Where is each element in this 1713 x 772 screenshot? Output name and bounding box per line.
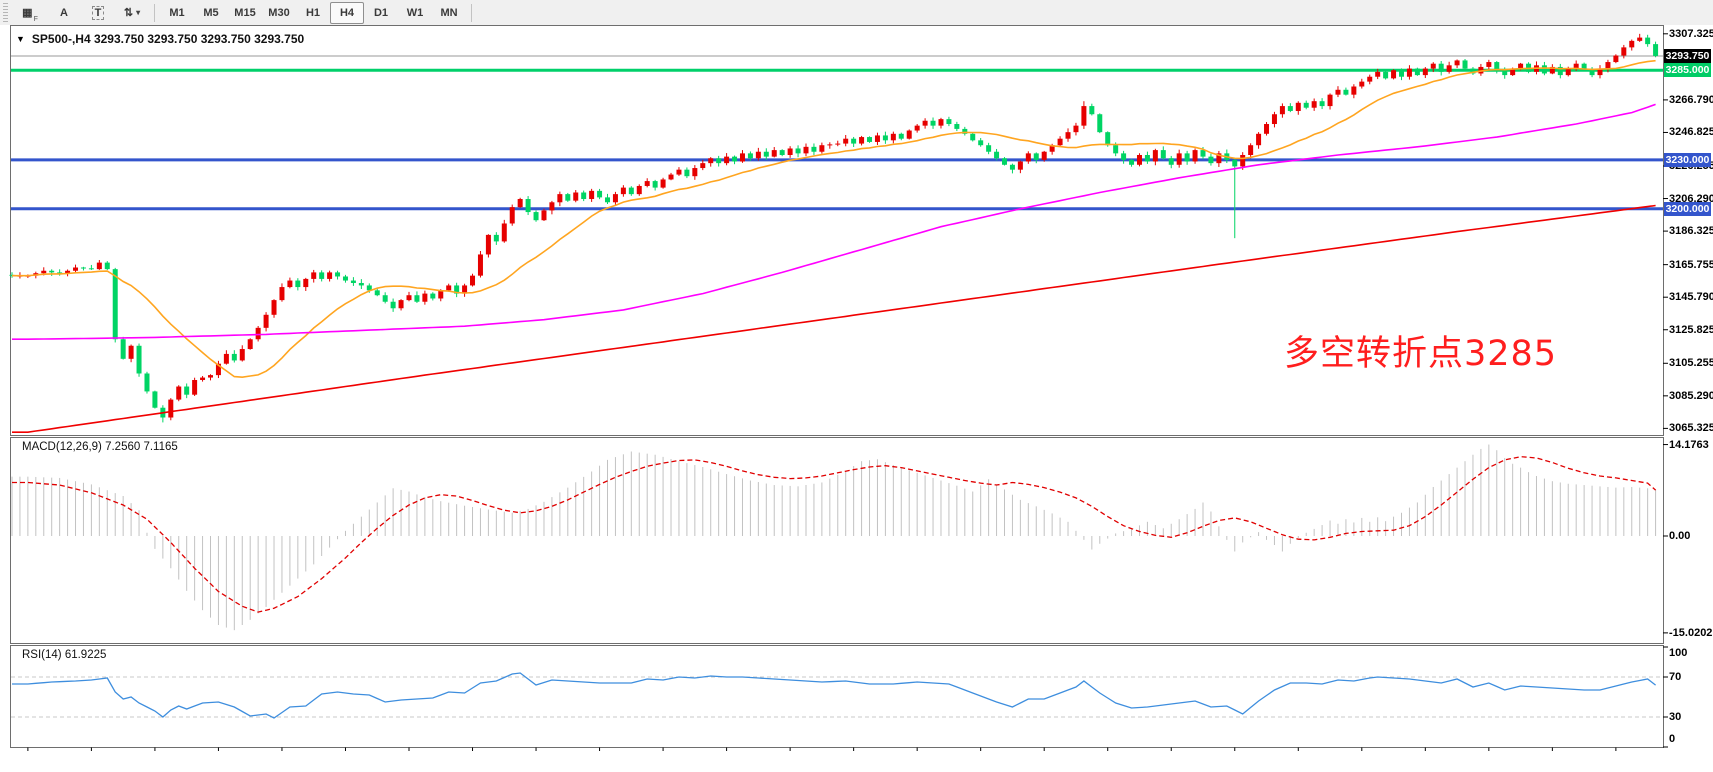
price-tick-label: 3085.290 <box>1669 389 1713 402</box>
timeframe-button-MN[interactable]: MN <box>440 6 458 19</box>
timeframe-button-H1[interactable]: H1 <box>305 6 321 19</box>
chart-header: ▼ SP500-,H4 3293.750 3293.750 3293.750 3… <box>16 32 304 46</box>
candlestick-chart[interactable] <box>0 25 1713 772</box>
timeframe-button-M15[interactable]: M15 <box>234 6 256 19</box>
macd-axis[interactable]: 14.1763 0.00 -15.0202 <box>1663 437 1713 643</box>
price-tick-label: 3186.325 <box>1669 225 1713 238</box>
timeframe-button-H4[interactable]: H4 <box>330 1 364 24</box>
price-tick-label: 3105.255 <box>1669 357 1713 370</box>
price-tick-label: 3065.325 <box>1669 422 1713 435</box>
chart-area[interactable]: ▼ SP500-,H4 3293.750 3293.750 3293.750 3… <box>0 25 1713 772</box>
slow-ma <box>12 204 1656 433</box>
timeframe-button-M30[interactable]: M30 <box>268 6 290 19</box>
price-tick-label: 3206.290 <box>1669 192 1713 205</box>
template-grid-tool-icon: ▦ <box>22 7 33 19</box>
macd-tick-label: -15.0202 <box>1669 626 1713 639</box>
style-arrows-tool-icon: ⇅ <box>123 7 134 19</box>
rsi-tick-label: 0 <box>1669 733 1676 745</box>
annotation-text: 多空转折点3285 <box>1284 334 1558 374</box>
cursor-tool-icon: A <box>60 6 68 19</box>
template-grid-tool-button[interactable]: ▦ F <box>13 2 47 24</box>
symbol-ohlc-text: SP500-,H4 3293.750 3293.750 3293.750 329… <box>31 32 305 46</box>
price-tick-label: 3125.825 <box>1669 323 1713 336</box>
chevron-down-icon[interactable]: ▾ <box>136 8 141 17</box>
fast-ma <box>12 59 1656 379</box>
text-tool-button[interactable]: T <box>81 2 115 24</box>
style-arrows-tool-button[interactable]: ⇅ ▾ <box>115 2 149 24</box>
mid-ma <box>12 103 1656 340</box>
rsi-line <box>12 672 1656 719</box>
text-tool-icon: T <box>91 5 105 20</box>
price-tick-label: 3266.790 <box>1669 93 1713 106</box>
price-tick-label: 3145.790 <box>1669 291 1713 304</box>
macd-tick-label: 14.1763 <box>1669 438 1709 451</box>
price-tick-label: 3246.825 <box>1669 126 1713 139</box>
price-tag-3293.750: 3293.750 <box>1664 48 1711 63</box>
toolbar-separator <box>154 3 155 22</box>
rsi-tick-label: 100 <box>1669 647 1688 659</box>
rsi-axis[interactable]: 100 70 30 0 <box>1663 645 1713 748</box>
timeframe-button-M1[interactable]: M1 <box>169 6 185 19</box>
price-tick-label: 3307.325 <box>1669 27 1713 40</box>
cursor-tool-button[interactable]: A <box>47 2 81 24</box>
toolbar-separator <box>471 3 472 22</box>
macd-signal-line <box>12 456 1657 613</box>
toolbar: ▦ F A T ⇅ ▾ M1 M5 M15 M30 H1 H4 D1 W1 MN <box>0 0 1713 26</box>
rsi-indicator-label: RSI(14) 61.9225 <box>22 649 107 661</box>
timeframe-button-W1[interactable]: W1 <box>406 6 424 19</box>
timeframe-button-M5[interactable]: M5 <box>203 6 219 19</box>
price-tag-3285.000: 3285.000 <box>1664 63 1711 78</box>
rsi-tick-label: 30 <box>1669 711 1682 723</box>
macd-tick-label: 0.00 <box>1669 530 1691 542</box>
macd-indicator-label: MACD(12,26,9) 7.2560 7.1165 <box>22 441 178 453</box>
price-axis[interactable]: 3307.3253266.7903246.8253226.2553206.290… <box>1663 25 1713 435</box>
price-tick-label: 3165.755 <box>1669 258 1713 271</box>
rsi-tick-label: 70 <box>1669 671 1682 683</box>
toolbar-grip-handle[interactable] <box>2 3 9 22</box>
template-grid-tool-sub-label: F <box>33 15 38 23</box>
price-tag-3200.000: 3200.000 <box>1664 201 1711 216</box>
price-tag-3230.000: 3230.000 <box>1664 152 1711 167</box>
symbol-dropdown-icon[interactable]: ▼ <box>16 34 25 44</box>
timeframe-button-D1[interactable]: D1 <box>373 6 389 19</box>
